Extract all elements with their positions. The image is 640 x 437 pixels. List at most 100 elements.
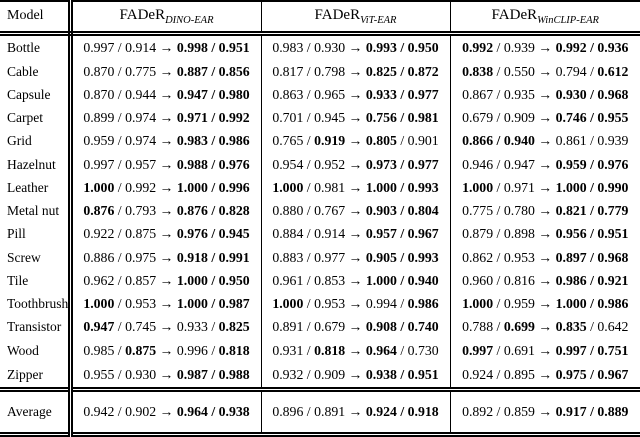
slash-separator: / xyxy=(207,39,219,55)
value-pre-pixel: 0.930 xyxy=(125,366,157,382)
slash-separator: / xyxy=(303,272,315,288)
value-pre-pixel: 0.953 xyxy=(503,249,535,265)
value-post-pixel: 0.939 xyxy=(597,133,629,149)
arrow-icon: → xyxy=(156,203,177,219)
value-post-image: 0.903 xyxy=(365,203,397,219)
result-cell: 0.946 / 0.947 → 0.959 / 0.976 xyxy=(450,153,640,176)
slash-separator: / xyxy=(114,63,126,79)
table-row: Screw 0.886 / 0.975 → 0.918 / 0.991 0.883 … xyxy=(0,246,640,270)
table-row: Grid 0.959 / 0.974 → 0.983 / 0.986 0.765 /… xyxy=(0,129,640,153)
model-cell: Grid xyxy=(0,129,73,153)
value-pre-image: 0.931 xyxy=(272,342,304,358)
value-post-pixel: 0.976 xyxy=(218,156,250,172)
slash-separator: / xyxy=(493,342,504,358)
slash-separator: / xyxy=(586,226,598,242)
slash-separator: / xyxy=(586,86,598,102)
value-post-pixel: 0.825 xyxy=(218,319,250,335)
result-cell: 0.870 / 0.775 → 0.887 / 0.856 xyxy=(70,59,262,84)
header-fader-dino-ear: FADeRDINO-EAR xyxy=(70,1,262,36)
result-cell: 0.997 / 0.957 → 0.988 / 0.976 xyxy=(70,152,262,177)
arrow-icon: → xyxy=(156,319,177,335)
arrow-icon: → xyxy=(534,319,556,335)
slash-separator: / xyxy=(493,203,504,219)
value-pre-pixel: 0.775 xyxy=(125,63,157,79)
arrow-icon: → xyxy=(156,156,177,172)
value-post-image: 0.986 xyxy=(555,272,587,288)
table-row: Bottle 0.997 / 0.914 → 0.998 / 0.951 0.983… xyxy=(0,33,640,60)
result-cell: 0.866 / 0.940 → 0.861 / 0.939 xyxy=(450,130,640,153)
arrow-icon: → xyxy=(534,226,556,242)
value-post-pixel: 0.977 xyxy=(407,86,439,102)
value-pre-image: 1.000 xyxy=(272,296,304,312)
model-cell: Cable xyxy=(0,59,73,84)
value-pre-pixel: 0.971 xyxy=(503,179,535,195)
value-pre-pixel: 0.945 xyxy=(314,110,346,126)
slash-separator: / xyxy=(207,342,219,358)
result-cell: 0.997 / 0.691 → 0.997 / 0.751 xyxy=(450,339,640,362)
value-post-pixel: 0.968 xyxy=(597,249,629,265)
value-post-pixel: 0.991 xyxy=(218,249,250,265)
value-pre-image: 0.997 xyxy=(83,156,115,172)
arrow-icon: → xyxy=(345,403,366,419)
arrow-icon: → xyxy=(345,39,366,55)
result-cell: 0.765 / 0.919 → 0.805 / 0.901 xyxy=(261,129,451,153)
result-cell: 0.883 / 0.977 → 0.905 / 0.993 xyxy=(261,246,451,270)
slash-separator: / xyxy=(493,366,504,382)
arrow-icon: → xyxy=(534,63,556,79)
value-post-image: 0.933 xyxy=(176,319,208,335)
slash-separator: / xyxy=(396,39,408,55)
value-post-image: 1.000 xyxy=(176,296,208,312)
method-subscript: ViT-EAR xyxy=(360,15,397,27)
result-cell: 0.997 / 0.914 → 0.998 / 0.951 xyxy=(70,33,262,60)
slash-separator: / xyxy=(207,179,219,195)
value-pre-pixel: 0.875 xyxy=(125,342,157,358)
result-cell: 0.880 / 0.767 → 0.903 / 0.804 xyxy=(261,199,451,223)
value-pre-image: 0.946 xyxy=(462,156,494,172)
slash-separator: / xyxy=(493,39,504,55)
value-post-pixel: 0.950 xyxy=(407,39,439,55)
value-pre-image: 0.863 xyxy=(272,86,304,102)
result-cell: 0.959 / 0.974 → 0.983 / 0.986 xyxy=(70,129,262,153)
value-pre-pixel: 0.953 xyxy=(125,296,157,312)
slash-separator: / xyxy=(207,133,219,149)
arrow-icon: → xyxy=(345,156,366,172)
result-cell: 0.876 / 0.793 → 0.876 / 0.828 xyxy=(70,199,262,223)
value-post-image: 0.988 xyxy=(176,156,208,172)
result-cell: 0.838 / 0.550 → 0.794 / 0.612 xyxy=(450,60,640,83)
value-post-pixel: 0.872 xyxy=(407,63,439,79)
value-post-pixel: 0.730 xyxy=(407,342,439,358)
value-pre-image: 0.765 xyxy=(272,133,304,149)
arrow-icon: → xyxy=(534,156,556,172)
slash-separator: / xyxy=(396,319,408,335)
slash-separator: / xyxy=(586,342,598,358)
slash-separator: / xyxy=(114,203,126,219)
result-cell: 1.000 / 0.971 → 1.000 / 0.990 xyxy=(450,176,640,199)
result-cell: 0.679 / 0.909 → 0.746 / 0.955 xyxy=(450,106,640,129)
value-pre-pixel: 0.914 xyxy=(125,39,157,55)
value-pre-image: 0.886 xyxy=(83,249,115,265)
result-cell: 0.817 / 0.798 → 0.825 / 0.872 xyxy=(261,59,451,84)
value-post-image: 0.938 xyxy=(365,366,397,382)
value-pre-pixel: 0.930 xyxy=(314,39,346,55)
slash-separator: / xyxy=(493,86,504,102)
slash-separator: / xyxy=(396,272,408,288)
slash-separator: / xyxy=(396,249,408,265)
header-fader-vit-ear: FADeRViT-EAR xyxy=(261,1,451,36)
slash-separator: / xyxy=(207,296,219,312)
slash-separator: / xyxy=(303,296,315,312)
value-post-image: 0.947 xyxy=(176,86,208,102)
value-pre-pixel: 0.952 xyxy=(314,156,346,172)
value-post-image: 0.992 xyxy=(555,39,587,55)
slash-separator: / xyxy=(207,249,219,265)
method-subscript: WinCLIP-EAR xyxy=(537,15,599,27)
arrow-icon: → xyxy=(534,342,556,358)
value-post-image: 1.000 xyxy=(365,179,397,195)
slash-separator: / xyxy=(586,203,598,219)
value-post-pixel: 0.986 xyxy=(597,296,629,312)
value-post-pixel: 0.918 xyxy=(407,403,439,419)
result-cell: 0.962 / 0.857 → 1.000 / 0.950 xyxy=(70,269,262,293)
value-pre-image: 0.962 xyxy=(83,272,115,288)
value-pre-image: 0.954 xyxy=(272,156,304,172)
value-pre-image: 0.870 xyxy=(83,63,115,79)
